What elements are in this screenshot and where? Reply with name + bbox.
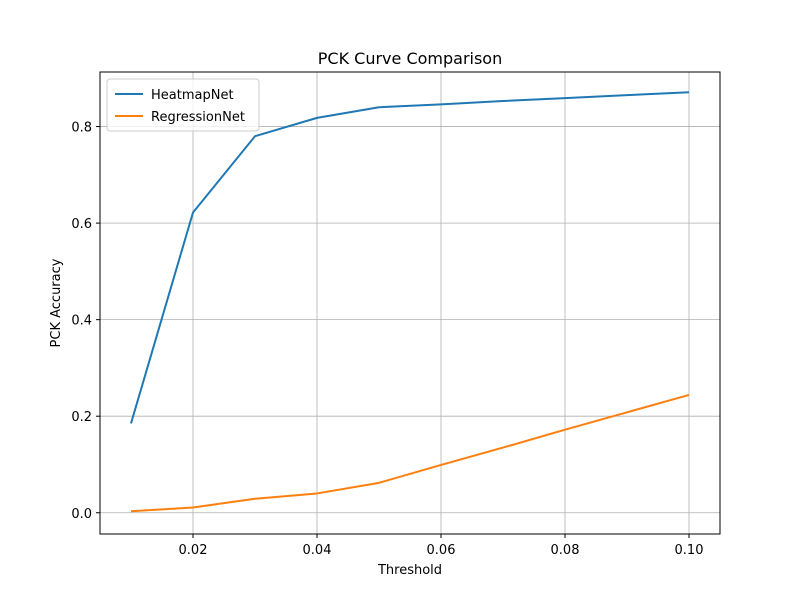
series-line-heatmapnet — [130, 91, 690, 424]
series-lines — [130, 91, 690, 513]
x-tick-label: 0.08 — [551, 543, 580, 558]
y-tick-label: 0.2 — [71, 410, 92, 425]
y-axis-label: PCK Accuracy — [49, 258, 64, 347]
x-tick-label: 0.10 — [675, 543, 704, 558]
plot-area-frame — [99, 71, 721, 535]
y-tick-label: 0.8 — [71, 121, 92, 136]
y-axis-ticks: 0.0 0.2 0.4 0.6 0.8 — [71, 121, 100, 522]
y-tick-label: 0.4 — [71, 314, 92, 329]
legend-box — [106, 78, 260, 132]
y-tick-label: 0.0 — [71, 507, 92, 522]
x-tick-label: 0.04 — [303, 543, 332, 558]
series-line-regressionnet — [130, 394, 690, 513]
legend-label-heatmapnet: HeatmapNet — [151, 88, 234, 103]
x-tick-label: 0.06 — [427, 543, 456, 558]
x-axis-ticks: 0.02 0.04 0.06 0.08 0.10 — [179, 534, 704, 558]
y-tick-label: 0.6 — [71, 217, 92, 232]
legend: HeatmapNet RegressionNet — [106, 78, 260, 132]
legend-label-regressionnet: RegressionNet — [151, 110, 245, 125]
x-tick-label: 0.02 — [179, 543, 208, 558]
chart-title: PCK Curve Comparison — [318, 49, 502, 68]
x-axis-label: Threshold — [377, 563, 442, 578]
